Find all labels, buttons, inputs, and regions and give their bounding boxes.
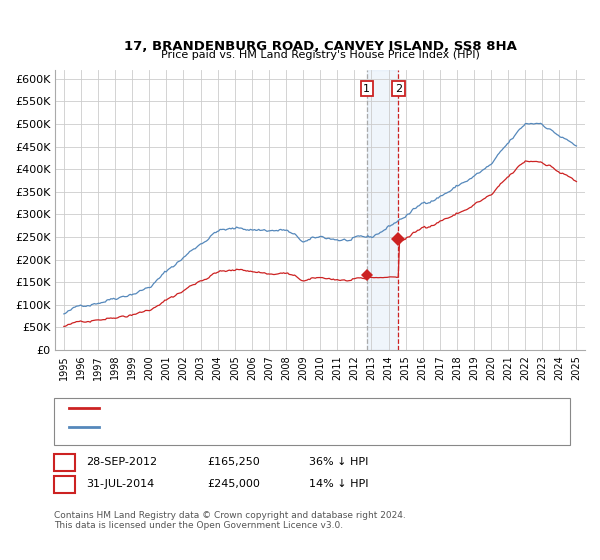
- Text: 36% ↓ HPI: 36% ↓ HPI: [309, 457, 368, 467]
- Text: 2: 2: [395, 83, 402, 94]
- Text: 28-SEP-2012: 28-SEP-2012: [86, 457, 157, 467]
- Text: Contains HM Land Registry data © Crown copyright and database right 2024.
This d: Contains HM Land Registry data © Crown c…: [54, 511, 406, 530]
- Text: 14% ↓ HPI: 14% ↓ HPI: [309, 479, 368, 489]
- Title: 17, BRANDENBURG ROAD, CANVEY ISLAND, SS8 8HA: 17, BRANDENBURG ROAD, CANVEY ISLAND, SS8…: [124, 40, 517, 53]
- Text: Price paid vs. HM Land Registry's House Price Index (HPI): Price paid vs. HM Land Registry's House …: [161, 50, 479, 60]
- Text: £165,250: £165,250: [207, 457, 260, 467]
- Text: 2: 2: [61, 479, 68, 489]
- Text: £245,000: £245,000: [207, 479, 260, 489]
- Text: 17, BRANDENBURG ROAD, CANVEY ISLAND, SS8 8HA (detached house): 17, BRANDENBURG ROAD, CANVEY ISLAND, SS8…: [103, 403, 474, 413]
- Bar: [367, 69, 398, 350]
- Text: 31-JUL-2014: 31-JUL-2014: [86, 479, 154, 489]
- Text: 1: 1: [364, 83, 370, 94]
- Text: 1: 1: [61, 457, 68, 467]
- Text: HPI: Average price, detached house, Castle Point: HPI: Average price, detached house, Cast…: [103, 422, 358, 432]
